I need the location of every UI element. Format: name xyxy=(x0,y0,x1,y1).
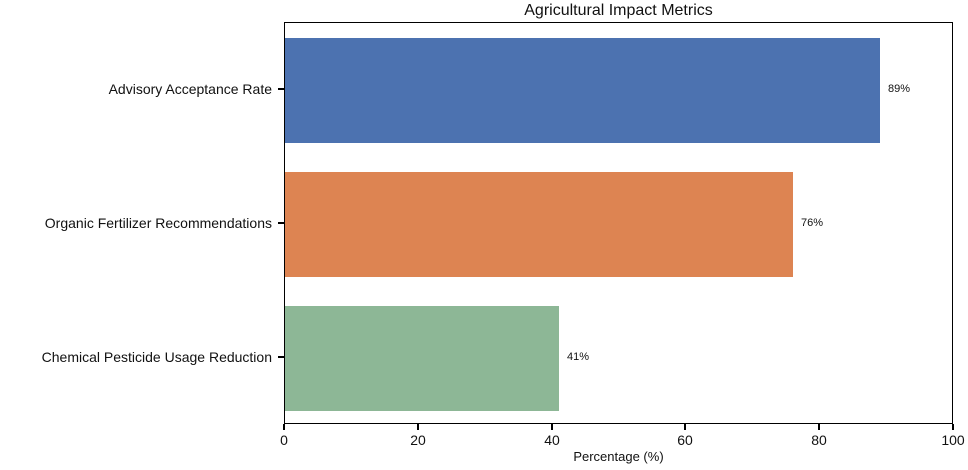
y-axis-category-label: Organic Fertilizer Recommendations xyxy=(44,215,272,231)
bar-value-label: 76% xyxy=(801,217,824,229)
x-axis-tickmark xyxy=(684,424,686,430)
x-axis-tick-label: 80 xyxy=(811,432,827,448)
x-axis-label: Percentage (%) xyxy=(573,449,664,464)
chart-title: Agricultural Impact Metrics xyxy=(524,2,713,19)
x-axis-tick-label: 40 xyxy=(544,432,560,448)
x-axis-tickmark xyxy=(952,424,954,430)
x-axis-tickmark xyxy=(818,424,820,430)
y-axis-category-label: Chemical Pesticide Usage Reduction xyxy=(41,349,272,365)
y-axis-category-label: Advisory Acceptance Rate xyxy=(108,81,272,97)
x-axis-tick-label: 20 xyxy=(410,432,426,448)
plot-area xyxy=(284,22,953,424)
bar-value-label: 89% xyxy=(888,83,911,95)
y-axis-tickmark xyxy=(278,222,284,224)
x-axis-tick-label: 100 xyxy=(941,432,965,448)
x-axis-tickmark xyxy=(551,424,553,430)
y-axis-tickmark xyxy=(278,356,284,358)
y-axis-tickmark xyxy=(278,88,284,90)
bar-2 xyxy=(285,306,559,411)
bar-1 xyxy=(285,172,793,277)
x-axis-tickmark xyxy=(283,424,285,430)
bar-value-label: 41% xyxy=(567,351,590,363)
x-axis-tick-label: 0 xyxy=(280,432,288,448)
x-axis-tick-label: 60 xyxy=(677,432,693,448)
x-axis-tickmark xyxy=(417,424,419,430)
bar-0 xyxy=(285,38,880,143)
